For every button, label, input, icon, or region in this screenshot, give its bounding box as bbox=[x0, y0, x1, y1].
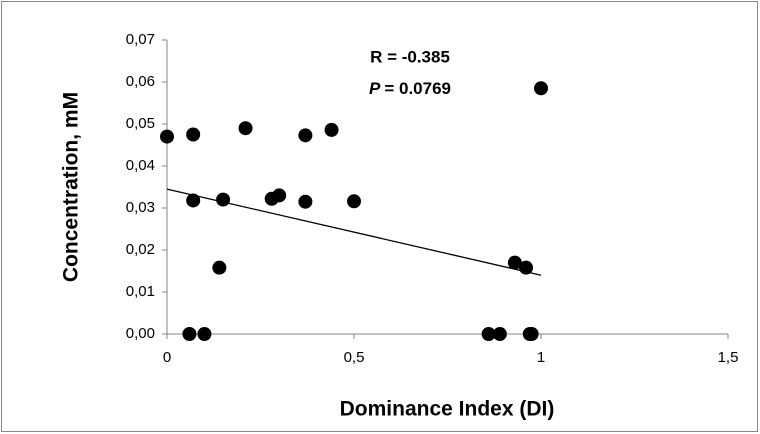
data-point bbox=[216, 192, 231, 207]
y-tick-label: 0,02 bbox=[126, 241, 155, 258]
data-point bbox=[534, 81, 548, 96]
y-tick-label: 0,05 bbox=[126, 115, 155, 132]
y-axis-title: Concentration, mM bbox=[60, 92, 83, 282]
data-point bbox=[186, 127, 201, 142]
data-point bbox=[298, 194, 313, 209]
y-tick-label: 0,03 bbox=[126, 199, 155, 216]
y-tick-label: 0,01 bbox=[126, 283, 155, 300]
x-axis-title: Dominance Index (DI) bbox=[340, 398, 555, 421]
data-point bbox=[272, 188, 287, 203]
x-tick-label: 0 bbox=[163, 349, 171, 366]
x-tick-label: 1,5 bbox=[718, 349, 739, 366]
data-point bbox=[212, 260, 227, 275]
data-point bbox=[492, 327, 507, 341]
data-point bbox=[160, 129, 174, 144]
data-point bbox=[519, 260, 534, 275]
data-point bbox=[347, 194, 361, 209]
data-point bbox=[524, 327, 539, 341]
data-point bbox=[197, 327, 212, 341]
annotation: P bbox=[369, 79, 381, 98]
y-tick-label: 0,04 bbox=[126, 157, 155, 174]
annotation: = 0.0769 bbox=[384, 79, 451, 98]
data-point bbox=[238, 121, 253, 136]
data-point bbox=[324, 122, 339, 137]
data-point bbox=[507, 255, 522, 270]
y-tick-label: 0,00 bbox=[126, 325, 155, 342]
trendline bbox=[166, 188, 542, 276]
annotation: P = 0.0769 bbox=[369, 79, 451, 98]
y-tick-label: 0,07 bbox=[126, 31, 155, 48]
x-tick-label: 0,5 bbox=[344, 349, 365, 366]
annotation: R = -0.385 bbox=[370, 47, 450, 66]
data-point bbox=[298, 128, 313, 143]
data-point bbox=[481, 327, 496, 341]
data-point bbox=[182, 327, 197, 341]
data-point bbox=[186, 193, 201, 208]
y-tick-label: 0,06 bbox=[126, 73, 155, 90]
x-tick-label: 1 bbox=[537, 349, 545, 366]
